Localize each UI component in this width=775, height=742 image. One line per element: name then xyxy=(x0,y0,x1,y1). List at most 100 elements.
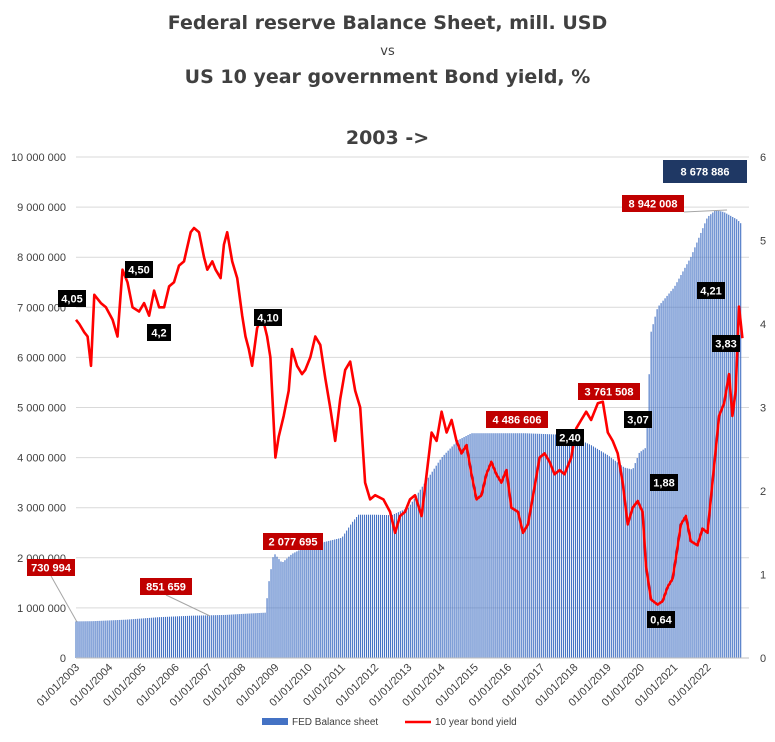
balance-bar xyxy=(497,433,499,658)
annotation-leader xyxy=(50,575,78,623)
balance-bar xyxy=(165,616,167,658)
annotation-label: 8 942 008 xyxy=(629,199,678,211)
balance-bar xyxy=(157,617,159,658)
balance-bar xyxy=(726,213,728,658)
balance-bar xyxy=(264,612,266,658)
balance-bar xyxy=(350,524,352,658)
right-axis-tick: 6 xyxy=(760,152,766,164)
balance-bar xyxy=(465,436,467,658)
balance-bar xyxy=(435,465,437,658)
balance-bar xyxy=(147,618,149,658)
balance-bar xyxy=(567,436,569,658)
balance-bar xyxy=(294,552,296,658)
balance-bar xyxy=(202,615,204,658)
balance-bar xyxy=(616,462,618,658)
balance-bar xyxy=(131,619,133,658)
annotation-leader xyxy=(165,594,211,617)
balance-bar xyxy=(332,539,334,658)
annotation-label: 3 761 508 xyxy=(585,387,634,399)
balance-bar xyxy=(274,554,276,658)
balance-bar xyxy=(586,443,589,658)
balance-bar xyxy=(163,616,165,658)
balance-bar xyxy=(290,554,292,658)
annotation-label: 2,40 xyxy=(559,433,580,445)
balance-bar xyxy=(483,433,485,658)
balance-bar xyxy=(728,214,730,658)
balance-bar xyxy=(375,514,378,658)
left-axis-tick: 4 000 000 xyxy=(17,453,66,465)
left-axis-tick: 0 xyxy=(60,653,66,665)
balance-bar xyxy=(650,331,652,658)
balance-bar xyxy=(549,434,551,658)
balance-bar xyxy=(143,618,145,658)
balance-bar xyxy=(415,495,417,658)
balance-bar xyxy=(732,217,734,658)
balance-bar xyxy=(336,539,338,658)
balance-bar xyxy=(174,616,177,658)
balance-bar xyxy=(596,448,598,658)
balance-bar xyxy=(553,434,555,658)
balance-bar xyxy=(304,547,306,658)
balance-bar xyxy=(182,616,185,658)
balance-bar xyxy=(190,615,192,658)
balance-bar xyxy=(91,621,93,658)
balance-bar xyxy=(646,420,648,658)
balance-bar xyxy=(523,433,525,658)
bond-yield-line xyxy=(74,226,744,606)
balance-bar xyxy=(652,324,654,658)
balance-bar xyxy=(75,621,77,658)
balance-bar xyxy=(389,515,391,658)
balance-bar xyxy=(312,544,314,658)
balance-bar xyxy=(718,210,720,658)
balance-bar xyxy=(262,612,264,658)
annotation-label: 4,10 xyxy=(257,313,278,325)
balance-bar xyxy=(684,267,686,658)
balance-bar xyxy=(111,620,113,658)
balance-bar xyxy=(232,614,234,658)
balance-bar xyxy=(373,514,376,658)
balance-bar xyxy=(421,486,423,658)
balance-bar xyxy=(710,214,712,659)
balance-bar xyxy=(117,620,119,658)
balance-bar xyxy=(563,435,565,658)
balance-bar xyxy=(256,613,258,658)
balance-bar xyxy=(694,247,696,659)
balance-bar xyxy=(688,260,690,658)
balance-bar xyxy=(180,616,183,658)
balance-bar xyxy=(437,462,439,658)
balance-bar xyxy=(346,530,348,658)
balance-bar xyxy=(123,619,125,658)
balance-bar xyxy=(115,620,117,658)
balance-bar xyxy=(419,489,421,658)
balance-bar xyxy=(348,527,350,658)
left-axis-tick: 8 000 000 xyxy=(17,252,66,264)
balance-bar xyxy=(642,449,644,658)
balance-bar xyxy=(696,242,698,658)
annotation-label: 4,2 xyxy=(151,328,166,340)
balance-bar xyxy=(481,433,483,658)
balance-bar xyxy=(320,542,322,658)
balance-bar xyxy=(672,288,674,658)
balance-bar xyxy=(572,437,575,658)
balance-bar xyxy=(270,569,272,658)
annotation-box xyxy=(647,611,675,628)
balance-bar xyxy=(330,540,332,658)
balance-bar xyxy=(638,452,640,658)
balance-bar xyxy=(461,438,463,658)
balance-bar xyxy=(220,615,222,658)
balance-bar xyxy=(678,278,680,658)
balance-bar xyxy=(433,468,435,658)
balance-bar xyxy=(206,615,208,658)
balance-bar xyxy=(284,560,286,658)
balance-bar xyxy=(712,212,714,659)
balance-bar xyxy=(121,619,123,658)
balance-bar xyxy=(85,621,87,658)
balance-bar xyxy=(491,433,493,658)
balance-bar xyxy=(698,237,700,658)
annotation-box xyxy=(263,533,323,550)
balance-bar xyxy=(89,621,91,658)
legend-swatch-balance xyxy=(262,718,288,725)
balance-bar xyxy=(568,436,571,658)
balance-bar xyxy=(127,619,129,658)
